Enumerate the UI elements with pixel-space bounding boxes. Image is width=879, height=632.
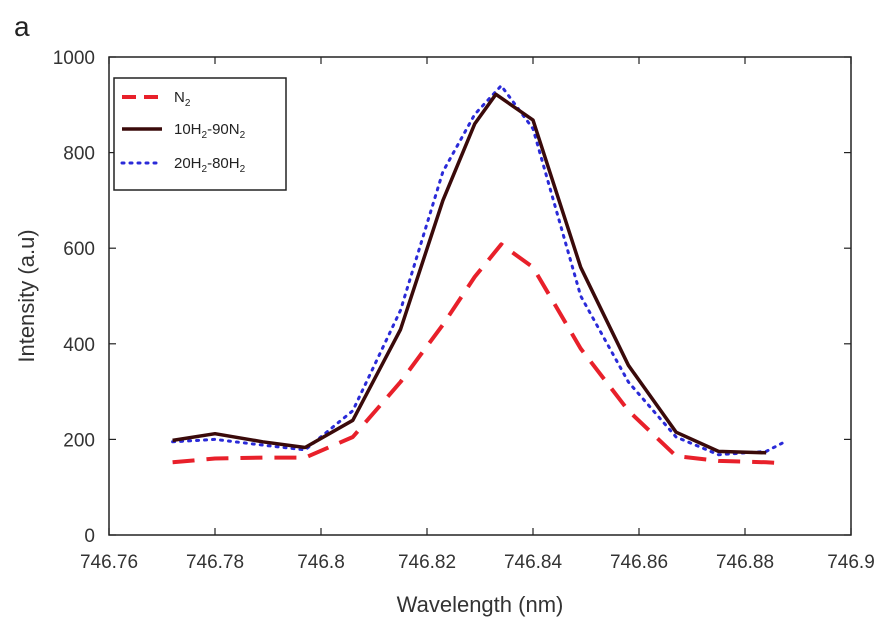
y-axis: 0 200 400 600 800 1000 [53, 48, 851, 547]
legend-label: 20H2-80H2 [174, 155, 246, 175]
x-tick-label: 746.88 [716, 552, 774, 573]
legend-box [113, 77, 287, 191]
x-tick-label: 746.84 [504, 552, 563, 573]
x-tick-label: 746.78 [186, 552, 244, 573]
series-line-20h2-80h2 [171, 84, 784, 457]
series-line-10h2-90n2 [172, 92, 767, 455]
legend-label: 10H2-90N2 [174, 121, 246, 141]
y-tick-label: 200 [63, 430, 95, 451]
x-axis-title: Wavelength (nm) [397, 592, 564, 617]
x-tick-label: 746.8 [297, 552, 345, 573]
x-tick-label: 746.76 [80, 552, 138, 573]
x-tick-label: 746.86 [610, 552, 668, 573]
y-tick-label: 400 [63, 335, 95, 356]
legend-label: N2 [174, 89, 191, 109]
series-layer [171, 84, 784, 466]
x-tick-label: 746.82 [398, 552, 456, 573]
x-tick-label: 746.9 [827, 552, 875, 573]
panel-label: a [14, 11, 30, 42]
y-tick-label: 0 [84, 526, 95, 547]
series-line-n2 [172, 242, 783, 466]
legend: N2 10H2-90N2 20H2-80H2 [113, 77, 287, 191]
y-tick-label: 600 [63, 239, 95, 260]
y-tick-label: 800 [63, 144, 95, 165]
y-tick-label: 1000 [53, 48, 95, 69]
y-axis-title: Intensity (a.u) [14, 229, 39, 362]
x-axis: 746.76 746.78 746.8 746.82 746.84 746.86 746.8… [80, 57, 875, 573]
